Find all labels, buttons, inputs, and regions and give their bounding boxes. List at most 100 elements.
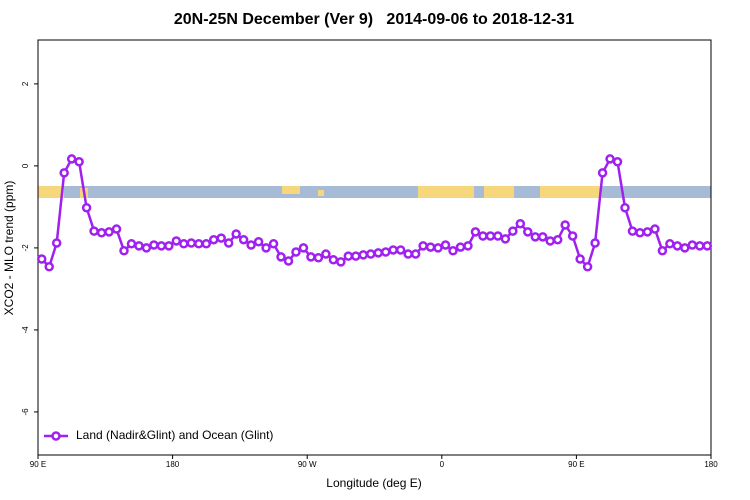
data-point xyxy=(246,240,256,250)
data-point xyxy=(395,245,406,255)
data-point xyxy=(208,234,219,245)
data-point xyxy=(276,252,286,262)
data-point xyxy=(597,168,608,178)
data-point xyxy=(463,241,473,251)
data-point xyxy=(605,154,615,164)
data-point xyxy=(575,254,585,264)
data-point xyxy=(560,220,570,230)
data-point xyxy=(582,262,593,272)
data-point xyxy=(351,251,361,261)
legend-label: Land (Nadir&Glint) and Ocean (Glint) xyxy=(76,428,273,442)
data-point xyxy=(66,154,77,164)
data-point xyxy=(186,238,197,248)
data-point xyxy=(194,239,204,249)
x-tick-label: 0 xyxy=(440,460,445,469)
data-point xyxy=(51,238,62,248)
data-point xyxy=(500,234,511,244)
land-patch xyxy=(484,186,514,198)
data-point xyxy=(321,249,331,259)
y-tick-label: -6 xyxy=(21,408,30,416)
data-point xyxy=(216,233,226,243)
data-point xyxy=(149,240,159,250)
data-point xyxy=(328,255,339,265)
x-tick-label: 180 xyxy=(166,460,180,469)
land-patch xyxy=(540,186,602,198)
data-point xyxy=(635,227,645,238)
data-point xyxy=(36,254,47,264)
data-point xyxy=(223,238,234,248)
data-point xyxy=(650,224,660,234)
data-point xyxy=(403,249,413,259)
data-point xyxy=(343,251,354,261)
data-point xyxy=(552,234,563,245)
data-point xyxy=(380,247,391,257)
data-point xyxy=(695,241,705,251)
map-band xyxy=(38,186,711,198)
data-point xyxy=(440,240,451,250)
data-point xyxy=(433,243,443,253)
land-patch xyxy=(418,186,474,198)
legend-marker xyxy=(51,431,61,441)
data-point xyxy=(590,238,600,248)
data-point xyxy=(126,239,137,249)
data-point xyxy=(74,157,84,167)
x-axis-title: Longitude (deg E) xyxy=(326,476,421,490)
data-point xyxy=(306,252,316,262)
data-point xyxy=(96,227,107,238)
data-point xyxy=(672,241,683,251)
data-point xyxy=(478,231,488,241)
x-tick-label: 180 xyxy=(704,460,718,469)
data-point xyxy=(298,243,309,253)
data-point xyxy=(523,227,533,237)
data-point xyxy=(81,202,92,213)
data-point xyxy=(336,257,346,267)
y-axis-title: XCO2 - MLO trend (ppm) xyxy=(2,181,16,316)
data-point xyxy=(418,241,428,251)
data-point xyxy=(44,262,54,272)
data-point xyxy=(253,237,264,247)
data-point xyxy=(313,253,324,263)
y-tick-label: 0 xyxy=(21,163,30,168)
data-point xyxy=(657,246,668,256)
data-point xyxy=(567,231,578,241)
y-tick-label: -2 xyxy=(21,244,30,252)
data-point xyxy=(283,256,294,266)
data-point xyxy=(538,232,548,242)
data-point xyxy=(179,239,189,249)
x-tick-label: 90 E xyxy=(568,460,584,469)
data-point xyxy=(410,249,421,259)
data-point xyxy=(156,241,167,251)
data-point xyxy=(261,243,271,253)
data-point xyxy=(171,236,182,246)
y-tick-label: -4 xyxy=(21,326,30,334)
data-point xyxy=(104,227,114,237)
data-point xyxy=(231,229,241,239)
data-point xyxy=(358,250,369,260)
data-point xyxy=(291,247,301,257)
data-point xyxy=(448,246,458,256)
data-point xyxy=(373,248,383,258)
data-point xyxy=(455,242,466,252)
data-point xyxy=(59,168,69,178)
data-point xyxy=(642,227,653,237)
x-tick-label: 90 W xyxy=(298,460,317,469)
y-tick-label: 2 xyxy=(21,81,30,86)
data-point xyxy=(238,234,249,245)
data-point xyxy=(425,242,436,252)
data-point xyxy=(201,239,211,249)
data-point xyxy=(111,224,122,234)
chart-title: 20N-25N December (Ver 9) 2014-09-06 to 2… xyxy=(174,11,574,28)
data-point xyxy=(530,232,541,242)
land-patch xyxy=(282,186,300,194)
data-point xyxy=(508,226,518,236)
data-point xyxy=(627,226,638,236)
data-point xyxy=(680,243,690,253)
data-point xyxy=(612,157,623,167)
data-point xyxy=(134,241,144,251)
data-point xyxy=(470,227,481,237)
data-point xyxy=(493,231,503,241)
data-point xyxy=(89,226,99,236)
data-point xyxy=(485,231,496,241)
data-point xyxy=(141,243,152,253)
